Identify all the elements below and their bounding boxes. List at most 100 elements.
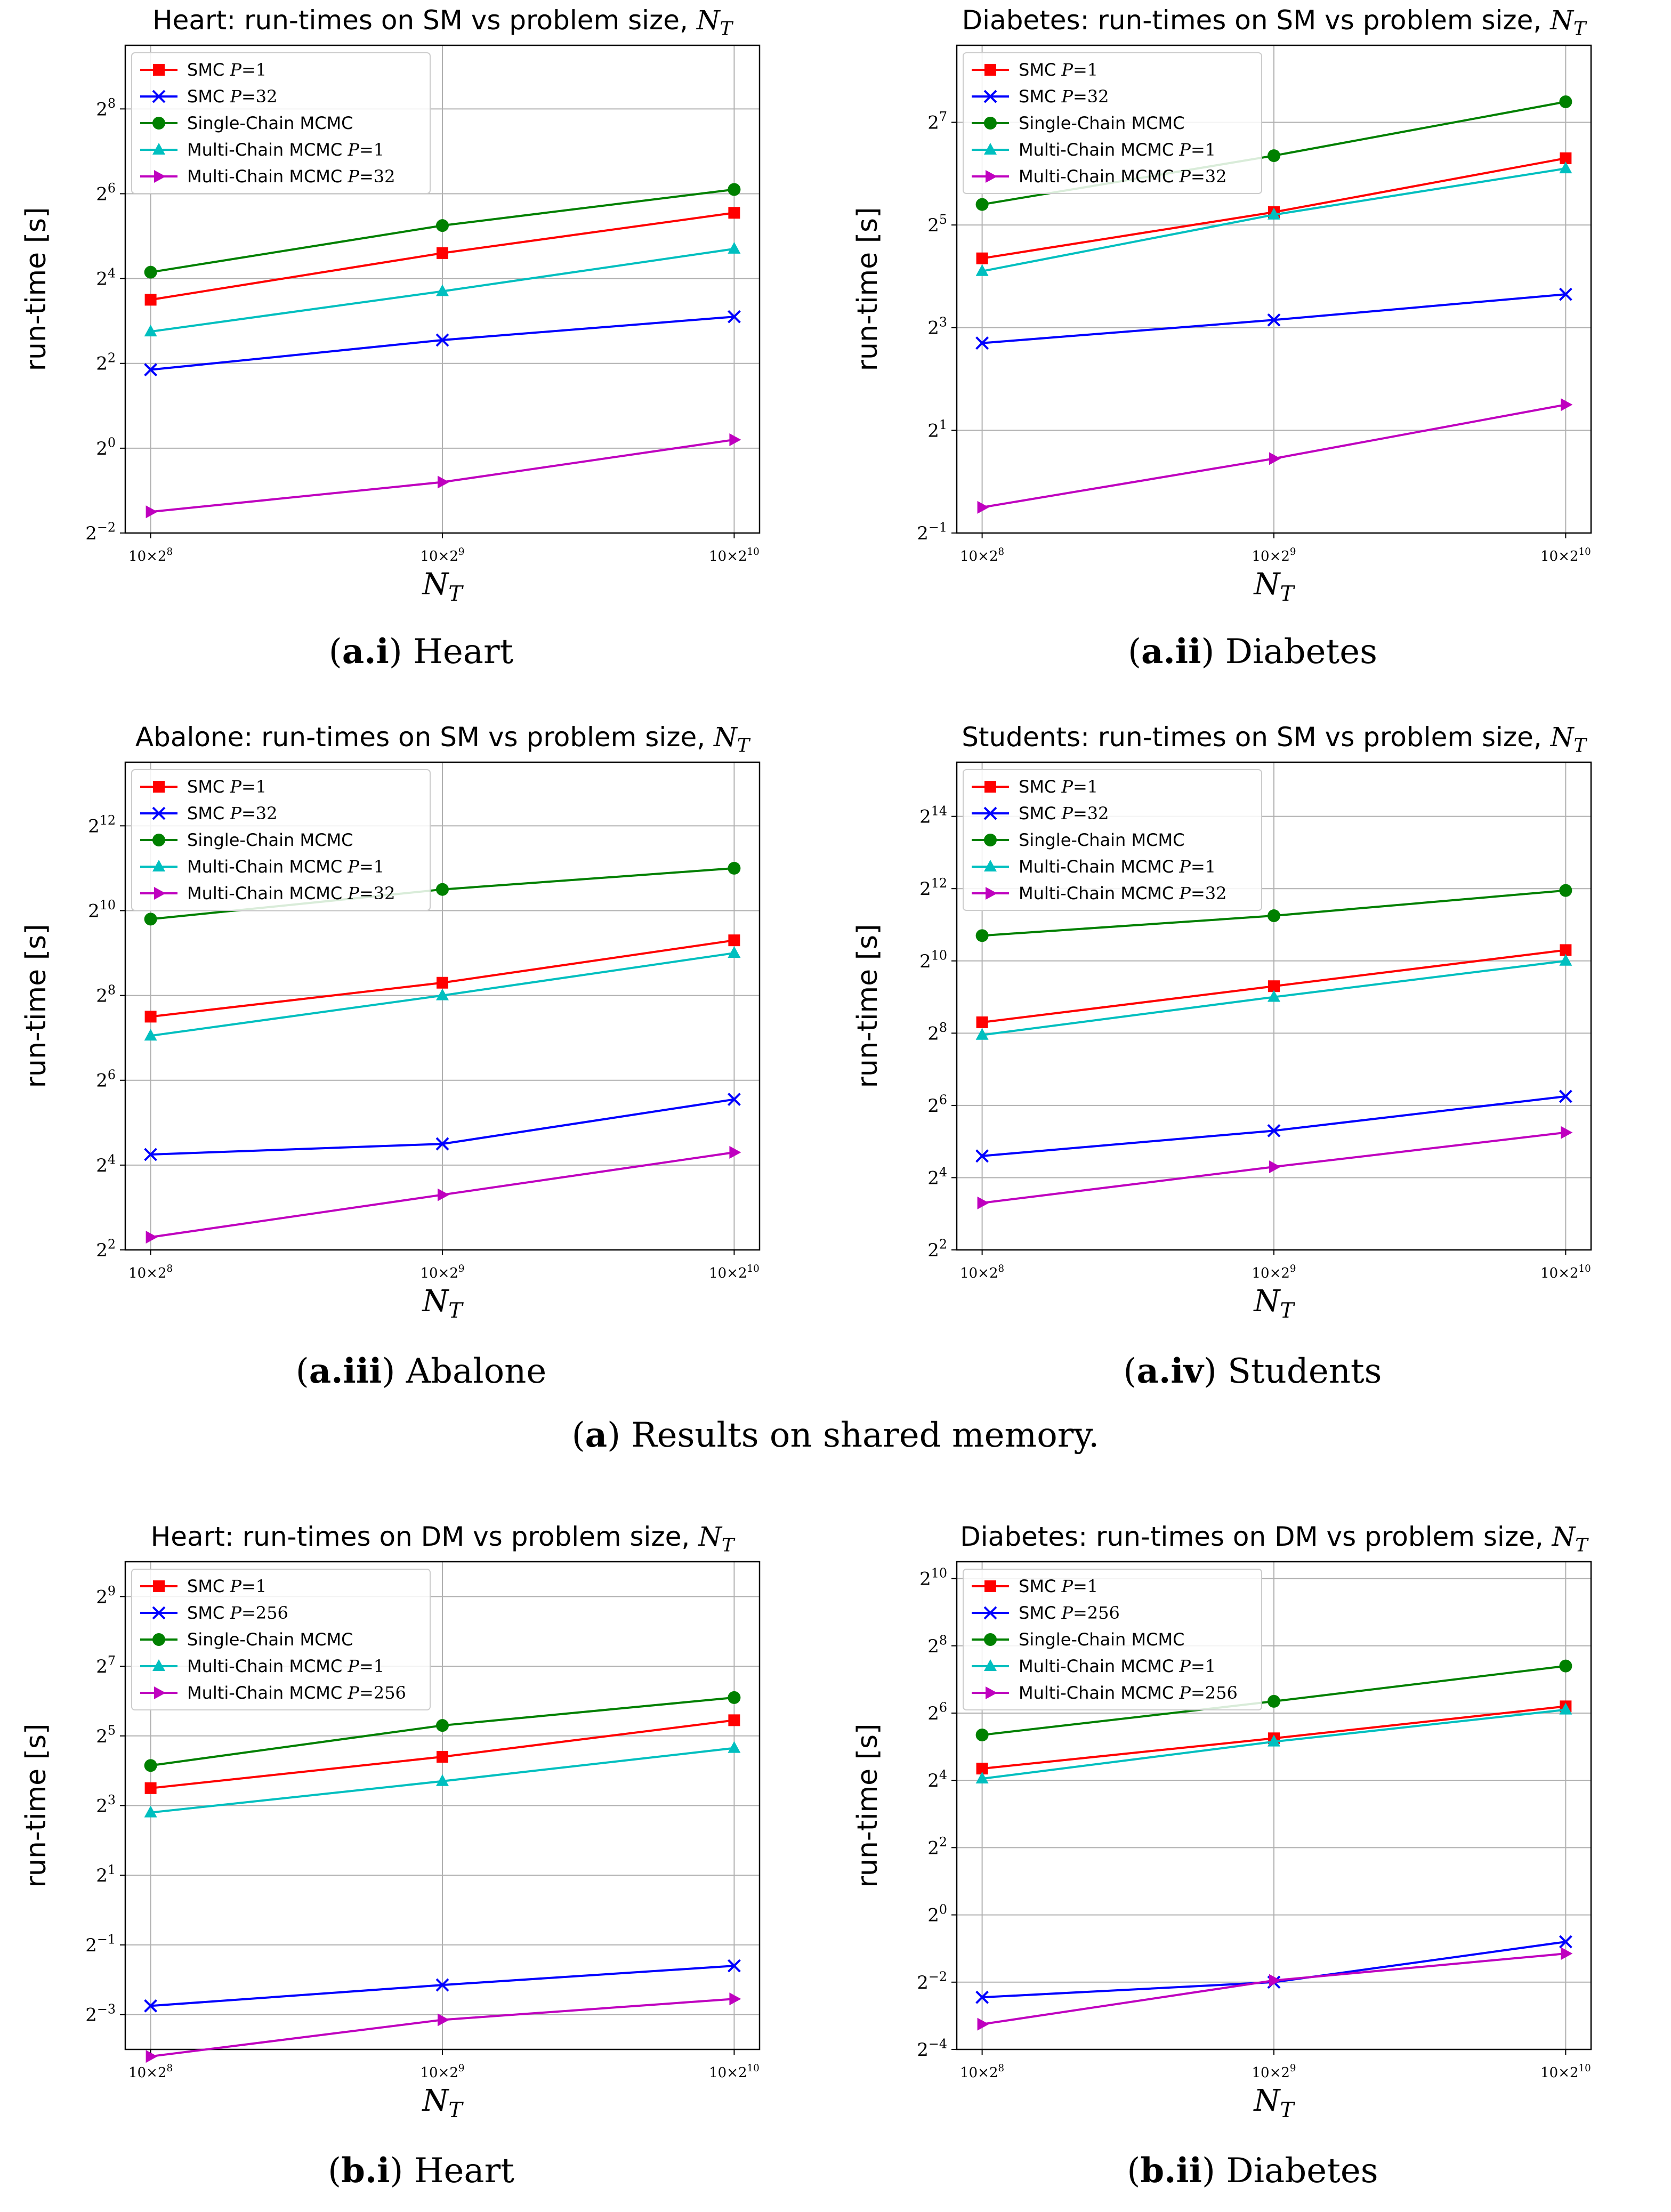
- data-marker: [144, 1011, 157, 1023]
- y-axis-label: run-time [s]: [20, 1724, 52, 1888]
- legend-item: SMC P=32: [140, 803, 278, 824]
- y-axis-label: run-time [s]: [20, 924, 52, 1088]
- series: [146, 433, 741, 519]
- data-marker: [984, 64, 996, 76]
- data-marker: [728, 861, 741, 875]
- data-marker: [152, 143, 165, 155]
- y-tick-label: 24: [96, 265, 116, 289]
- data-marker: [144, 363, 158, 377]
- y-axis-label: run-time [s]: [852, 207, 884, 372]
- y-tick-label: 28: [927, 1633, 947, 1657]
- caption-text: Diabetes: [1225, 632, 1377, 672]
- data-marker: [984, 860, 997, 871]
- legend-item: SMC P=1: [140, 777, 267, 797]
- legend-label: Multi-Chain MCMC P=32: [187, 883, 395, 903]
- y-tick-label: 2−4: [917, 2037, 947, 2061]
- data-marker: [728, 207, 740, 219]
- y-tick-label: 27: [927, 109, 947, 133]
- data-marker: [1267, 313, 1281, 327]
- caption-b-i: (b.i) Heart: [328, 2151, 514, 2191]
- y-tick-label: 24: [927, 1165, 947, 1189]
- data-marker: [1559, 287, 1572, 301]
- data-marker: [986, 1686, 997, 1699]
- data-marker: [984, 117, 997, 130]
- x-axis-label: NT: [1253, 1284, 1295, 1319]
- legend-label: SMC P=32: [187, 86, 278, 107]
- y-tick-label: 26: [96, 1067, 116, 1091]
- y-tick-label: 210: [919, 948, 947, 972]
- data-marker: [1560, 944, 1572, 956]
- series: [975, 884, 1572, 942]
- legend-item: Multi-Chain MCMC P=1: [140, 857, 384, 877]
- data-marker: [975, 1728, 989, 1741]
- legend-label: Multi-Chain MCMC P=32: [187, 166, 395, 187]
- data-marker: [152, 90, 166, 103]
- data-marker: [154, 1686, 166, 1699]
- caption-label: a.iii: [309, 1351, 382, 1391]
- x-tick-label: 10×29: [1252, 546, 1296, 564]
- legend-item: Multi-Chain MCMC P=32: [140, 166, 395, 187]
- data-marker: [152, 1633, 165, 1646]
- legend-item: SMC P=32: [972, 803, 1109, 824]
- data-marker: [728, 934, 740, 947]
- data-marker: [1268, 1734, 1280, 1747]
- data-marker: [983, 90, 997, 103]
- legend-label: SMC P=32: [187, 803, 278, 824]
- data-marker: [1269, 1974, 1281, 1987]
- data-marker: [438, 1188, 449, 1201]
- caption-group-a: (a) Results on shared memory.: [571, 1415, 1100, 1455]
- chart-title: Students: run-times on SM vs problem siz…: [962, 722, 1587, 757]
- data-marker: [728, 1691, 741, 1704]
- caption-text: Results on shared memory.: [631, 1416, 1100, 1455]
- data-marker: [153, 64, 165, 76]
- series: [144, 934, 740, 1023]
- caption-text: Diabetes: [1226, 2151, 1378, 2191]
- legend-box: [963, 769, 1262, 911]
- legend-box: [963, 1569, 1262, 1710]
- legend: SMC P=1 SMC P=256 Single-Chain MCMC Multi-C…: [963, 1569, 1262, 1710]
- series: [144, 241, 741, 337]
- x-tick-label: 10×210: [1540, 2063, 1591, 2081]
- data-marker: [975, 1990, 989, 2004]
- data-marker: [437, 976, 448, 989]
- data-marker: [152, 860, 165, 871]
- legend-label: Single-Chain MCMC: [187, 830, 353, 850]
- legend-item: SMC P=256: [972, 1603, 1120, 1623]
- y-tick-label: 24: [96, 1152, 116, 1176]
- y-tick-label: 21: [927, 417, 947, 441]
- legend-label: SMC P=256: [1019, 1603, 1120, 1623]
- data-marker: [436, 883, 449, 896]
- x-tick-label: 10×28: [960, 1263, 1004, 1281]
- series: [144, 1959, 741, 2013]
- y-tick-label: 22: [927, 1835, 947, 1859]
- x-tick-label: 10×210: [709, 1263, 760, 1281]
- data-marker: [729, 433, 741, 446]
- x-tick-label: 10×29: [1252, 1263, 1296, 1281]
- data-marker: [144, 1805, 157, 1818]
- x-tick-label: 10×210: [1540, 1263, 1591, 1281]
- x-tick-label: 10×29: [421, 1263, 465, 1281]
- caption-a-iv: (a.iv) Students: [1123, 1351, 1382, 1391]
- legend-label: Multi-Chain MCMC P=32: [1019, 883, 1226, 903]
- data-marker: [436, 1719, 449, 1732]
- x-axis-label: NT: [421, 1284, 464, 1319]
- x-axis-label: NT: [421, 2084, 464, 2119]
- series: [144, 1714, 740, 1794]
- legend-label: Single-Chain MCMC: [187, 113, 353, 133]
- y-tick-label: 22: [927, 1237, 947, 1261]
- series: [975, 287, 1572, 350]
- data-marker: [1269, 1160, 1281, 1174]
- data-marker: [976, 1016, 988, 1028]
- data-marker: [1561, 1126, 1573, 1139]
- y-tick-label: 212: [88, 813, 116, 837]
- legend-item: Multi-Chain MCMC P=1: [972, 140, 1216, 160]
- chart-title: Abalone: run-times on SM vs problem size…: [135, 722, 751, 757]
- legend-item: Multi-Chain MCMC P=1: [972, 1656, 1216, 1676]
- y-tick-label: 2−2: [85, 520, 116, 544]
- legend-label: SMC P=32: [1019, 803, 1109, 824]
- data-marker: [435, 333, 449, 347]
- legend-item: Multi-Chain MCMC P=32: [140, 883, 395, 903]
- x-tick-label: 10×28: [960, 2063, 1004, 2081]
- series: [146, 1146, 741, 1244]
- x-tick-label: 10×28: [128, 1263, 173, 1281]
